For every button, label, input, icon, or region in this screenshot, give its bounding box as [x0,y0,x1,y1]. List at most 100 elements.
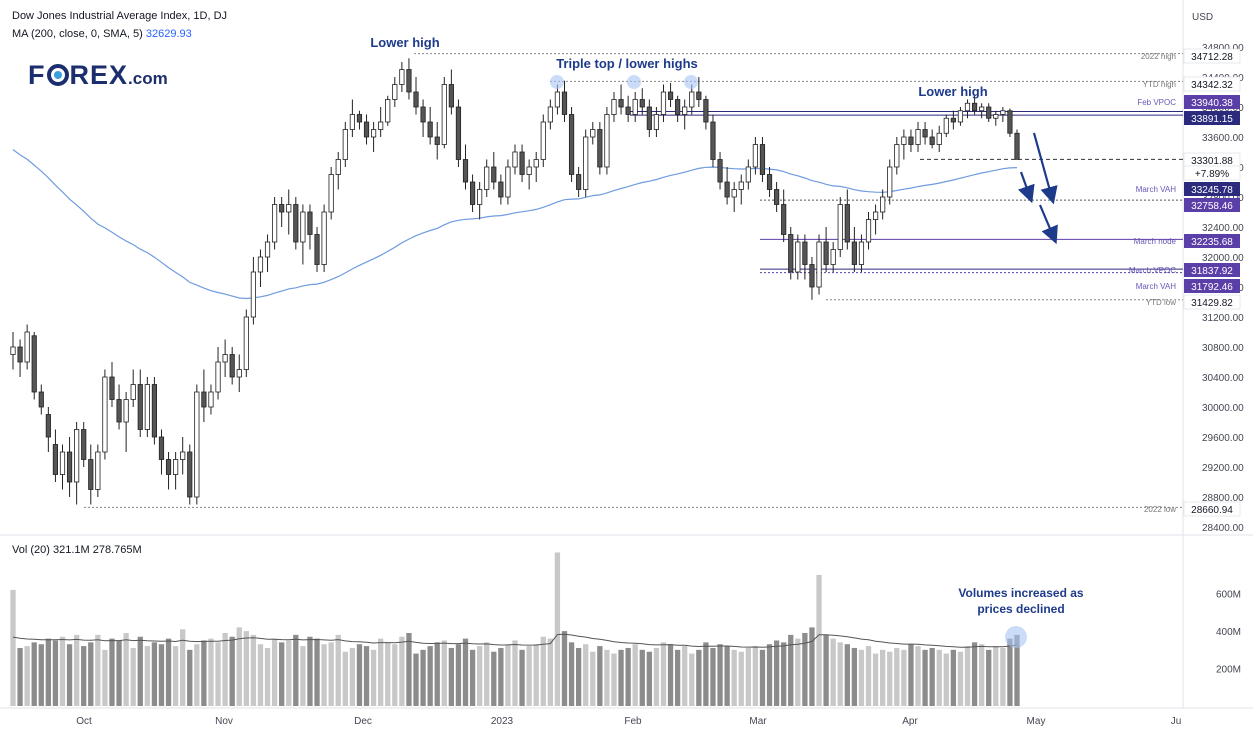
volume-bar[interactable] [194,644,200,706]
volume-bar[interactable] [271,638,278,706]
candle-body[interactable] [1007,110,1013,134]
volume-bar[interactable] [187,649,193,706]
candle-body[interactable] [568,114,575,175]
volume-bar[interactable] [795,638,801,706]
volume-bar[interactable] [901,649,907,706]
candle-body[interactable] [300,211,306,243]
candle-body[interactable] [993,114,999,119]
candle-body[interactable] [724,181,730,198]
volume-bar[interactable] [590,651,596,706]
volume-bar[interactable] [738,651,744,706]
candle-body[interactable] [929,136,935,145]
volume-bar[interactable] [151,642,158,706]
candle-body[interactable] [597,129,603,168]
volume-bar[interactable] [300,646,306,706]
volume-bar[interactable] [710,647,716,706]
volume-bar[interactable] [561,631,568,706]
candle-body[interactable] [356,114,363,123]
candle-body[interactable] [406,69,412,93]
candle-body[interactable] [915,129,921,145]
candle-body[interactable] [731,189,737,198]
volume-bar[interactable] [639,649,645,706]
candle-body[interactable] [335,159,341,175]
candle-body[interactable] [766,174,773,190]
candle-body[interactable] [957,110,964,123]
candle-body[interactable] [936,132,942,145]
candle-body[interactable] [745,166,751,183]
candle-body[interactable] [830,249,836,265]
candle-body[interactable] [52,444,59,475]
candle-body[interactable] [908,136,914,145]
candle-body[interactable] [420,106,426,123]
volume-bar[interactable] [307,636,313,706]
candle-body[interactable] [370,129,377,138]
volume-bar[interactable] [314,638,320,706]
candle-body[interactable] [243,316,249,370]
volume-bars[interactable] [10,552,1020,706]
volume-bar[interactable] [936,649,942,706]
candle-body[interactable] [215,361,221,393]
volume-bar[interactable] [526,646,532,706]
candles[interactable] [10,58,1020,505]
volume-bar[interactable] [378,638,384,706]
volume-bar[interactable] [964,646,971,706]
candle-body[interactable] [802,241,808,265]
candle-body[interactable] [844,204,850,243]
volume-bar[interactable] [611,653,617,706]
volume-bar[interactable] [554,552,561,706]
candle-body[interactable] [901,136,907,145]
volume-bar[interactable] [102,649,108,706]
candle-body[interactable] [441,84,447,145]
volume-bar[interactable] [201,640,207,706]
candle-body[interactable] [795,241,801,273]
volume-bar[interactable] [950,649,957,706]
candle-body[interactable] [165,459,172,475]
volume-bar[interactable] [286,640,292,706]
candle-body[interactable] [710,121,716,160]
candle-body[interactable] [625,106,631,115]
candle-body[interactable] [264,241,271,258]
candle-body[interactable] [236,369,242,378]
volume-bar[interactable] [88,642,94,706]
volume-bar[interactable] [130,647,136,706]
volume-bar[interactable] [363,646,370,706]
volume-bar[interactable] [568,642,575,706]
candle-body[interactable] [675,99,681,115]
candle-body[interactable] [781,204,787,235]
candle-body[interactable] [187,451,193,498]
volume-bar[interactable] [908,644,914,706]
candle-body[interactable] [547,106,553,123]
volume-bar[interactable] [52,640,59,706]
candle-body[interactable] [505,166,511,198]
candle-body[interactable] [512,151,518,168]
volume-bar[interactable] [533,644,539,706]
candle-body[interactable] [88,459,94,490]
volume-bar[interactable] [646,651,652,706]
volume-bar[interactable] [172,646,179,706]
volume-bar[interactable] [540,636,546,706]
volume-bar[interactable] [109,638,115,706]
volume-bar[interactable] [491,651,497,706]
candle-body[interactable] [590,129,596,138]
volume-bar[interactable] [653,647,660,706]
volume-bar[interactable] [370,649,377,706]
candle-body[interactable] [469,181,476,205]
candle-body[interactable] [462,159,469,183]
candle-body[interactable] [880,196,886,213]
candle-body[interactable] [533,159,539,168]
volume-bar[interactable] [851,647,858,706]
volume-bar[interactable] [1000,647,1006,706]
candle-body[interactable] [519,151,525,175]
candle-body[interactable] [653,114,660,130]
candle-body[interactable] [964,102,971,112]
volume-bar[interactable] [674,649,681,706]
candle-body[interactable] [971,102,978,112]
volume-bar[interactable] [250,634,257,706]
candle-body[interactable] [986,106,992,119]
volume-bar[interactable] [222,632,228,706]
volume-bar[interactable] [505,644,511,706]
candle-body[interactable] [81,429,87,460]
candle-body[interactable] [752,144,758,168]
candle-body[interactable] [604,114,610,168]
volume-bar[interactable] [137,636,143,706]
